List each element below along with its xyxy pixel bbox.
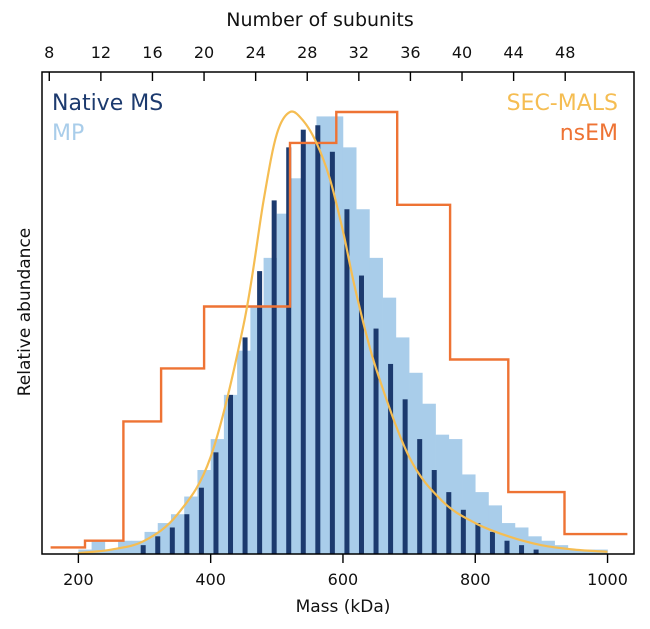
bottom-tick-label: 800 [460, 570, 491, 589]
native-ms-bar [140, 545, 146, 554]
bottom-tick-label: 400 [195, 570, 226, 589]
native-ms-bar [155, 536, 161, 554]
bottom-axis: 200 400 600 800 1000 [63, 554, 628, 589]
native-ms-bar [388, 363, 394, 554]
top-tick-label: 28 [297, 43, 317, 62]
native-ms-bar [533, 549, 539, 554]
top-tick-label: 40 [452, 43, 472, 62]
bottom-tick-label: 600 [328, 570, 359, 589]
legend-sec-mals: SEC-MALS [507, 91, 618, 116]
top-tick-label: 48 [555, 43, 575, 62]
bottom-tick-label: 200 [63, 570, 94, 589]
native-ms-bar [329, 151, 335, 554]
top-axis: 8 12 16 20 24 28 32 36 40 44 48 [44, 43, 575, 81]
native-ms-bar [358, 275, 364, 554]
plot-area [50, 110, 628, 555]
native-ms-bar [402, 399, 408, 554]
top-tick-label: 8 [44, 43, 54, 62]
native-ms-bar [446, 492, 452, 554]
y-axis-title: Relative abundance [15, 228, 35, 397]
native-ms-bar [373, 328, 379, 554]
top-tick-label: 24 [245, 43, 265, 62]
mp-histogram-bar [303, 142, 317, 554]
sec-mals-curve [78, 110, 608, 555]
native-ms-bar [315, 125, 321, 554]
native-ms-bar [213, 452, 219, 554]
legend-nsem: nsEM [560, 121, 618, 146]
bottom-tick-label: 1000 [587, 570, 628, 589]
native-ms-bar [460, 509, 466, 554]
x-axis-title: Mass (kDa) [296, 597, 391, 617]
top-tick-label: 16 [142, 43, 162, 62]
mp-histogram-bar [567, 549, 582, 554]
native-ms-bar [169, 527, 175, 554]
top-tick-label: 20 [194, 43, 214, 62]
top-axis-title: Number of subunits [226, 9, 413, 31]
mp-histogram-bar [435, 434, 450, 554]
top-tick-label: 44 [503, 43, 523, 62]
native-ms-bar [198, 487, 204, 554]
native-ms-bar [271, 200, 277, 554]
legend-mp: MP [52, 121, 84, 146]
mp-histogram-bar [554, 545, 569, 554]
native-ms-bar [228, 394, 234, 554]
native-ms-bar [504, 540, 510, 554]
legend-native-ms: Native MS [52, 91, 163, 116]
mp-histogram-bar [104, 549, 119, 554]
native-ms-bar [257, 271, 263, 554]
native-ms-bar [431, 470, 437, 554]
native-ms-bar [475, 523, 481, 554]
native-ms-bar [489, 531, 495, 554]
mp-histogram-bar [144, 531, 159, 554]
mp-histogram-bar [581, 549, 595, 554]
native-ms-bar [417, 439, 423, 554]
mp-histogram-bar [448, 439, 463, 554]
native-ms-bar [242, 337, 248, 554]
top-tick-label: 32 [349, 43, 369, 62]
top-tick-label: 12 [91, 43, 111, 62]
plot-frame [41, 71, 635, 555]
native-ms-bar [519, 545, 525, 554]
nsem-step-line [50, 110, 628, 549]
native-ms-bar [300, 129, 306, 554]
native-ms-bar [344, 209, 350, 555]
mp-histogram-bar [290, 178, 304, 555]
top-tick-label: 36 [400, 43, 420, 62]
native-ms-bar [286, 147, 292, 555]
native-ms-bar [184, 514, 190, 554]
